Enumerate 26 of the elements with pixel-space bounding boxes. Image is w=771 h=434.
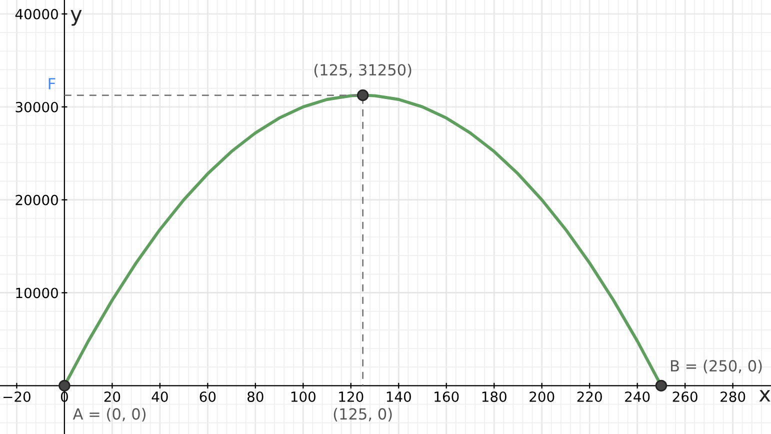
x-tick-label: 40	[152, 391, 168, 402]
x-axis-title: x	[759, 390, 770, 402]
annotation: F	[48, 78, 56, 90]
x-tick-label: 120	[339, 391, 364, 402]
x-tick-label: 240	[625, 391, 650, 402]
annotation: (125, 0)	[334, 408, 392, 422]
x-tick-label: 280	[720, 391, 746, 402]
y-tick-label: 10000	[16, 288, 58, 298]
y-tick-label: 20000	[16, 194, 58, 206]
x-tick-label: 20	[104, 391, 120, 402]
y-tick-label: 30000	[16, 102, 58, 112]
x-tick-label: 260	[672, 391, 698, 402]
x-tick-label: −20	[4, 391, 30, 402]
x-tick-label: 180	[482, 391, 506, 402]
y-tick-label: 40000	[15, 8, 58, 20]
annotation: A = (0, 0)	[72, 408, 146, 422]
x-tick-label: 100	[291, 391, 316, 402]
x-tick-label: 140	[386, 391, 411, 402]
y-axis-title: y	[70, 10, 82, 26]
x-tick-label: 80	[248, 391, 264, 402]
annotation: (125, 31250)	[314, 64, 412, 78]
annotation: B = (250, 0)	[671, 360, 762, 374]
x-tick-label: 60	[200, 391, 216, 402]
x-tick-label: 220	[577, 391, 602, 402]
x-tick-label: 200	[530, 391, 554, 402]
x-tick-label: 160	[434, 391, 459, 402]
